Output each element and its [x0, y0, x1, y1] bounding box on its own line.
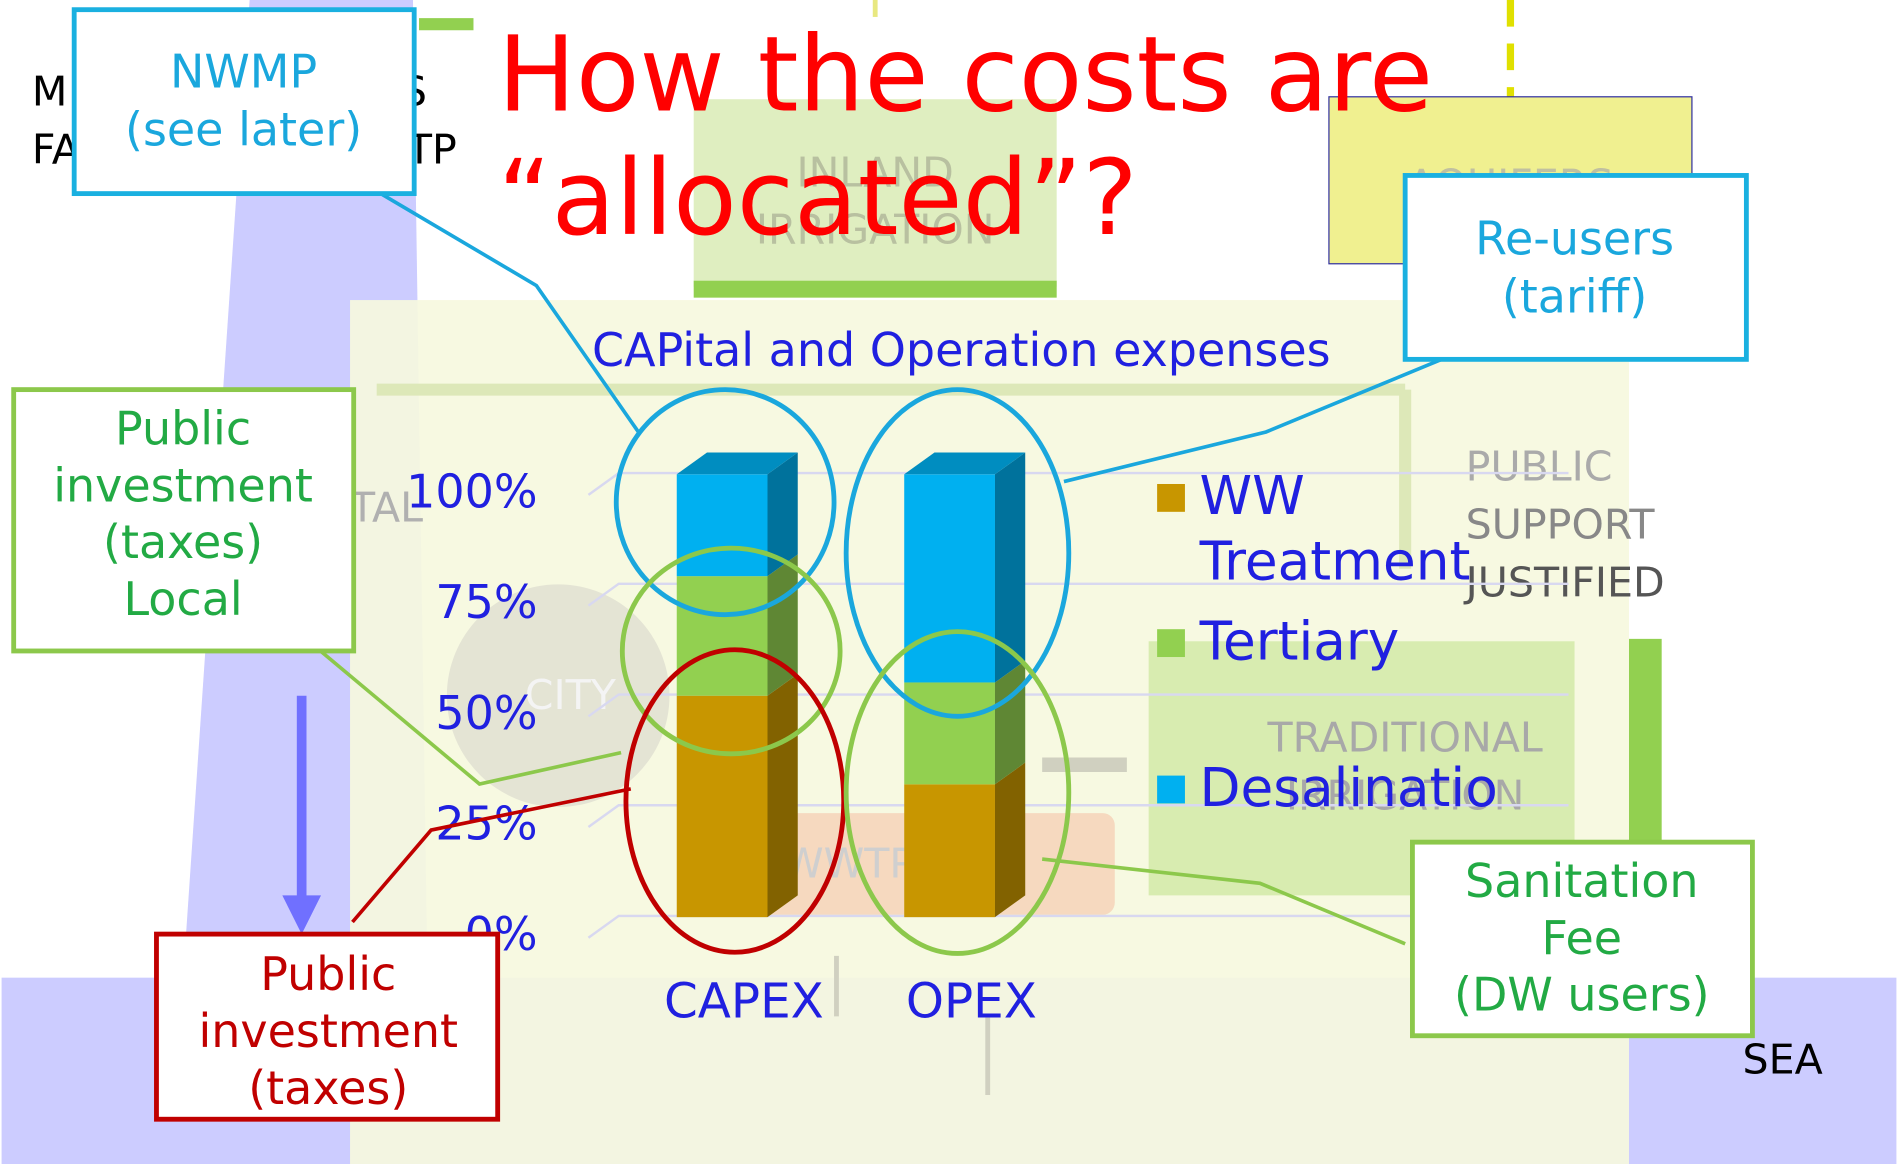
- chart-title: CAPital and Operation expenses: [592, 323, 1331, 377]
- slide: MSFATPINLANDIRRIGATIONAQUIFERSTALCITYWWT…: [0, 0, 1898, 1164]
- bar-front: [904, 682, 995, 784]
- callout-text: (DW users): [1454, 968, 1710, 1022]
- background-label: SEA: [1743, 1035, 1823, 1083]
- callout-text: (taxes): [248, 1061, 408, 1115]
- x-tick-label: CAPEX: [664, 973, 824, 1029]
- bar-front: [677, 576, 768, 696]
- bar-segment: [677, 674, 798, 917]
- legend-swatch: [1157, 776, 1185, 804]
- title-line: “allocated”?: [498, 137, 1138, 259]
- callout-text: (see later): [125, 103, 362, 157]
- y-tick-label: 25%: [435, 797, 537, 851]
- background-label: M: [32, 67, 67, 115]
- callout: Re-users(tariff): [1405, 175, 1746, 359]
- background-label: WWTP: [783, 839, 914, 887]
- callout-text: investment: [198, 1004, 458, 1058]
- callout-text: Local: [124, 572, 243, 626]
- callout-text: Sanitation: [1465, 854, 1699, 908]
- legend-entry: WW Treatment: [1199, 465, 1501, 598]
- bar-segment: [904, 763, 1025, 918]
- callout-text: NWMP: [170, 45, 317, 99]
- callout-text: investment: [53, 458, 313, 512]
- title-line: How the costs are: [498, 14, 1433, 136]
- legend-label: WW Treatment: [1199, 465, 1501, 596]
- legend-label: Desalination: [1199, 756, 1501, 821]
- legend-swatch: [1157, 629, 1185, 657]
- bar-front: [904, 784, 995, 917]
- y-tick-label: 75%: [435, 575, 537, 629]
- bar-front: [904, 474, 995, 682]
- legend-entry: Tertiary: [1199, 610, 1501, 743]
- callout-text: Fee: [1542, 911, 1623, 965]
- bar-side: [995, 763, 1025, 918]
- legend-label: Tertiary: [1199, 610, 1501, 675]
- callout-text: Public: [260, 947, 396, 1001]
- callout-box: [1405, 175, 1746, 359]
- callout-text: Public: [115, 401, 251, 455]
- callout-text: Re-users: [1475, 211, 1674, 265]
- bar-front: [677, 696, 768, 917]
- callout-text: (tariff): [1502, 270, 1647, 324]
- y-tick-label: 50%: [435, 686, 537, 740]
- y-tick-label: 100%: [406, 464, 537, 518]
- callout-text: (taxes): [103, 515, 263, 569]
- legend-swatch: [1157, 484, 1185, 512]
- bar-side: [768, 674, 798, 917]
- callout: NWMP(see later): [74, 10, 414, 194]
- x-tick-label: OPEX: [906, 973, 1037, 1029]
- bar-front: [677, 474, 768, 576]
- bar-side: [995, 661, 1025, 785]
- background-label: CITY: [525, 671, 617, 719]
